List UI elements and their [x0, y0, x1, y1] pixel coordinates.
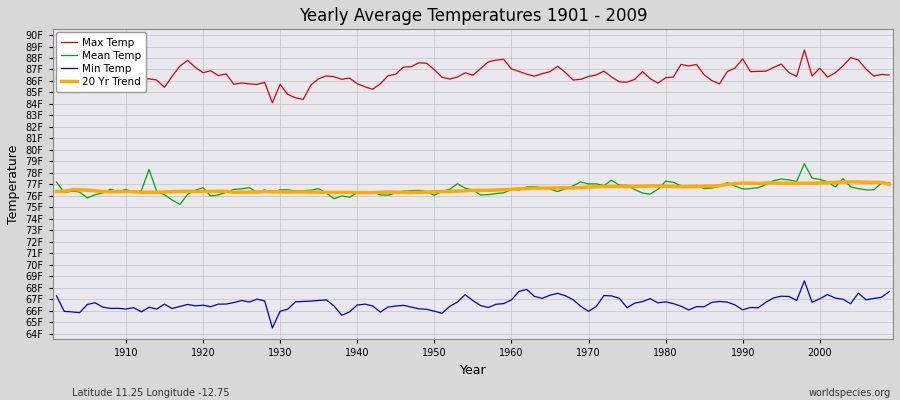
Mean Temp: [290, 188, 301, 193]
Text: worldspecies.org: worldspecies.org: [809, 388, 891, 398]
Mean Temp: [884, 180, 895, 185]
Min Temp: [884, 289, 895, 294]
Min Temp: [51, 294, 62, 298]
Y-axis label: Temperature: Temperature: [7, 145, 20, 224]
Min Temp: [607, 294, 617, 298]
Max Temp: [290, 95, 301, 100]
Max Temp: [884, 72, 895, 77]
20 Yr Trend: [514, 186, 525, 191]
20 Yr Trend: [51, 189, 62, 194]
Max Temp: [514, 69, 525, 74]
Mean Temp: [799, 161, 810, 166]
Max Temp: [112, 80, 123, 85]
Min Temp: [514, 289, 525, 294]
Text: Latitude 11.25 Longitude -12.75: Latitude 11.25 Longitude -12.75: [72, 388, 230, 398]
Max Temp: [337, 77, 347, 82]
Line: Min Temp: Min Temp: [57, 281, 889, 328]
Min Temp: [290, 300, 301, 304]
Title: Yearly Average Temperatures 1901 - 2009: Yearly Average Temperatures 1901 - 2009: [299, 7, 647, 25]
Min Temp: [799, 278, 810, 283]
Line: Max Temp: Max Temp: [57, 50, 889, 103]
Mean Temp: [337, 194, 347, 198]
Line: Mean Temp: Mean Temp: [57, 164, 889, 204]
Mean Temp: [607, 178, 617, 182]
Mean Temp: [514, 188, 525, 192]
Mean Temp: [112, 189, 123, 194]
Min Temp: [267, 326, 278, 330]
20 Yr Trend: [884, 182, 895, 186]
Max Temp: [799, 48, 810, 52]
Mean Temp: [51, 180, 62, 184]
20 Yr Trend: [845, 180, 856, 184]
Min Temp: [506, 298, 517, 302]
Mean Temp: [175, 202, 185, 207]
Min Temp: [337, 313, 347, 318]
20 Yr Trend: [328, 190, 339, 195]
20 Yr Trend: [283, 190, 293, 194]
X-axis label: Year: Year: [460, 364, 486, 377]
Min Temp: [112, 306, 123, 311]
Max Temp: [607, 75, 617, 80]
Line: 20 Yr Trend: 20 Yr Trend: [57, 182, 889, 193]
Mean Temp: [506, 187, 517, 192]
20 Yr Trend: [112, 189, 123, 194]
20 Yr Trend: [506, 187, 517, 192]
20 Yr Trend: [359, 190, 370, 195]
Max Temp: [506, 66, 517, 71]
Max Temp: [267, 100, 278, 105]
Max Temp: [51, 76, 62, 81]
Legend: Max Temp, Mean Temp, Min Temp, 20 Yr Trend: Max Temp, Mean Temp, Min Temp, 20 Yr Tre…: [56, 32, 146, 92]
20 Yr Trend: [607, 184, 617, 189]
